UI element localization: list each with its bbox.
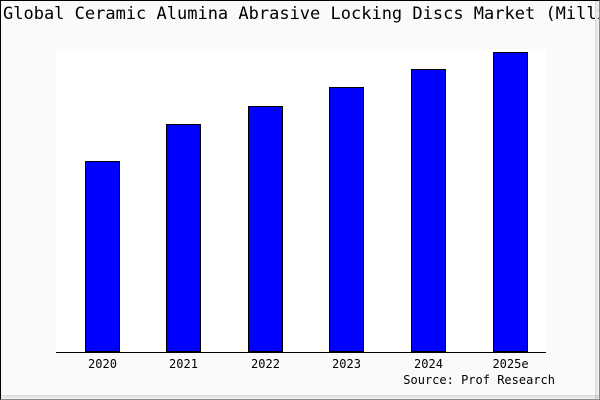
bar-2020	[85, 161, 120, 352]
x-tick-label-2025e: 2025e	[492, 357, 529, 371]
x-tick-label-2022: 2022	[251, 357, 280, 371]
plot-area	[56, 49, 546, 352]
bar-2024	[411, 69, 446, 352]
frame-shadow-bottom	[1, 395, 599, 399]
x-tick-label-2023: 2023	[332, 357, 361, 371]
chart-title: Global Ceramic Alumina Abrasive Locking …	[3, 4, 599, 24]
bar-2025e	[493, 52, 528, 352]
x-axis-tick-labels: 2020 2021 2022 2023 2024 2025e	[56, 356, 546, 374]
bars-layer	[56, 49, 546, 352]
source-note: Source: Prof Research	[403, 373, 555, 387]
x-tick-label-2020: 2020	[88, 357, 117, 371]
bar-2022	[248, 106, 283, 352]
x-tick-label-2021: 2021	[169, 357, 198, 371]
bar-2023	[329, 87, 364, 352]
x-tick-label-2024: 2024	[414, 357, 443, 371]
x-axis-line	[56, 352, 546, 353]
frame-shadow-right	[595, 1, 599, 399]
bar-2021	[166, 124, 201, 352]
